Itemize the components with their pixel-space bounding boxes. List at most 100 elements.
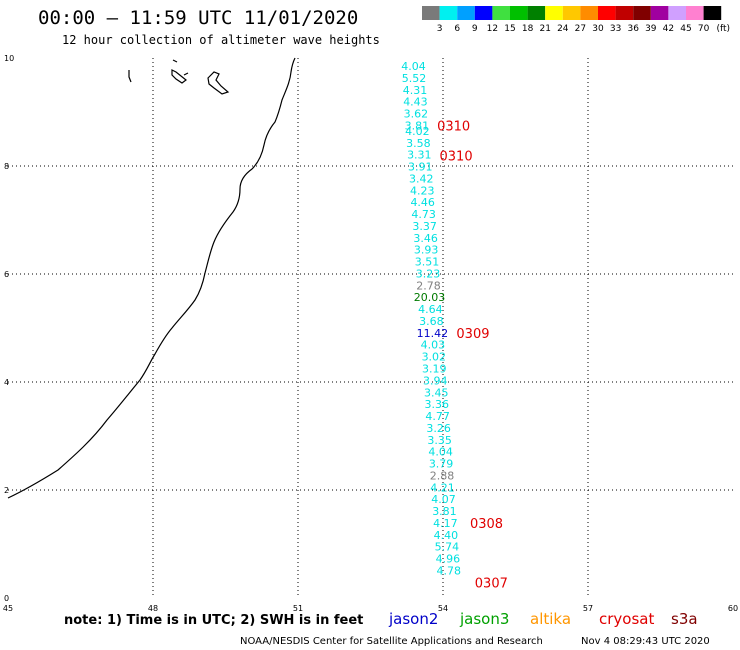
satellite-name: cryosat <box>599 610 654 628</box>
color-swatch <box>457 6 475 20</box>
satellite-name: jason2 <box>388 610 438 628</box>
y-tick-label: 8 <box>4 162 9 171</box>
coastline <box>7 57 296 499</box>
color-scale-label: 15 <box>504 24 515 34</box>
color-scale-label: 3 <box>437 24 443 34</box>
color-swatch <box>422 6 440 20</box>
color-scale-label: 39 <box>645 24 657 34</box>
wave-height-value: 3.19 <box>422 363 447 376</box>
wave-height-value: 2.88 <box>430 469 455 482</box>
wave-height-value: 3.91 <box>408 161 433 174</box>
y-tick-label: 0 <box>4 594 9 603</box>
color-scale-unit: (ft) <box>716 24 730 34</box>
wave-height-value: 3.94 <box>423 374 448 387</box>
color-scale-label: 70 <box>698 24 710 34</box>
color-scale-label: 6 <box>454 24 460 34</box>
wave-height-labels: 4.04 5.524.314.433.623.814.023.583.313.91… <box>401 60 461 577</box>
color-swatch <box>615 6 634 20</box>
color-scale-label: 30 <box>592 24 604 34</box>
x-tick-label: 60 <box>728 604 738 613</box>
color-swatch <box>527 6 546 20</box>
wave-height-value: 4.04 <box>428 446 453 459</box>
wave-height-value: 4.43 <box>403 96 428 109</box>
x-tick-label: 54 <box>438 604 448 613</box>
wave-height-value: 3.62 <box>404 108 429 121</box>
wave-height-value: 4.23 <box>410 184 435 197</box>
wave-height-value: 4.31 <box>403 84 428 97</box>
pass-time-stamp: 0307 <box>475 576 508 591</box>
pass-time-stamp: 0309 <box>456 327 489 342</box>
x-tick-label: 45 <box>3 604 13 613</box>
wave-height-value: 4.77 <box>425 410 450 423</box>
wave-height-value: 4.21 <box>430 481 455 494</box>
satellite-name: altika <box>530 610 571 628</box>
wave-height-value: 4.40 <box>434 529 459 542</box>
map-subtitle: 12 hour collection of altimeter wave hei… <box>62 33 380 47</box>
generated-timestamp: Nov 4 08:29:43 UTC 2020 <box>581 636 710 647</box>
map-title: 00:00 – 11:59 UTC 11/01/2020 <box>38 7 358 29</box>
color-swatch <box>668 6 686 20</box>
color-swatch <box>580 6 598 20</box>
color-swatch <box>510 6 528 20</box>
color-swatch <box>474 6 493 20</box>
wave-height-value: 2.78 <box>416 279 441 292</box>
wave-height-value: 3.36 <box>424 398 449 411</box>
x-tick-label: 57 <box>583 604 593 613</box>
credit-line: NOAA/NESDIS Center for Satellite Applica… <box>240 636 543 647</box>
color-swatch <box>439 6 458 20</box>
color-swatch <box>633 6 651 20</box>
satellite-legend: jason2 jason3 altika cryosat s3a <box>388 610 698 628</box>
wave-height-value: 3.93 <box>414 244 439 257</box>
pass-time-stamp: 0310 <box>440 150 473 165</box>
wave-height-value: 3.79 <box>429 458 454 471</box>
y-tick-label: 10 <box>4 54 14 63</box>
wave-height-value: 3.02 <box>422 351 447 364</box>
wave-height-value: 3.26 <box>426 422 451 435</box>
color-scale-label: 9 <box>472 24 478 34</box>
satellite-name: jason3 <box>459 610 509 628</box>
wave-height-value: 3.42 <box>409 172 434 185</box>
wave-height-value: 3.45 <box>424 386 449 399</box>
wave-height-value: 20.03 <box>414 291 446 304</box>
color-scale-label: 12 <box>487 24 498 34</box>
wave-height-value: 5.52 <box>402 72 427 85</box>
color-scale-label: 24 <box>557 24 569 34</box>
y-tick-label: 2 <box>4 486 9 495</box>
wave-height-value: 3.81 <box>405 120 430 133</box>
footer-note: note: 1) Time is in UTC; 2) SWH is in fe… <box>64 613 363 628</box>
color-swatch <box>492 6 510 20</box>
wave-height-value: 4.64 <box>418 303 443 316</box>
wave-height-value: 3.23 <box>416 267 441 280</box>
wave-height-value: 3.51 <box>415 256 440 269</box>
color-scale-legend: 3 6 9 12 15 18 21 24 27 30 33 36 39 42 45 70 (ft) <box>422 6 730 34</box>
color-scale-label: 33 <box>610 24 621 34</box>
color-swatch <box>545 6 563 20</box>
color-swatch <box>703 6 722 20</box>
wave-height-value: 3.31 <box>407 149 432 162</box>
color-scale-label: 36 <box>627 24 639 34</box>
wave-height-value: 3.37 <box>412 220 437 233</box>
color-swatch <box>598 6 616 20</box>
wave-height-value: 4.78 <box>437 564 462 577</box>
wave-height-value: 3.46 <box>413 232 438 245</box>
wave-height-value: 4.07 <box>431 493 456 506</box>
x-axis-ticks: 45 48 51 54 57 60 <box>3 604 738 613</box>
wave-height-value: 4.17 <box>433 517 458 530</box>
wave-height-value: 4.46 <box>410 196 435 209</box>
lat-lon-grid <box>8 58 733 598</box>
wave-height-value: 4.02 <box>405 125 430 138</box>
pass-time-stamp: 0310 <box>437 120 470 135</box>
color-scale-label: 42 <box>663 24 674 34</box>
y-tick-label: 4 <box>4 378 9 387</box>
color-scale-label: 45 <box>680 24 691 34</box>
color-scale-label: 21 <box>539 24 550 34</box>
wave-height-value: 3.68 <box>419 315 444 328</box>
y-axis-ticks: 0 2 4 6 8 10 <box>4 54 14 603</box>
wave-height-value: 4.03 <box>421 339 446 352</box>
y-tick-label: 6 <box>4 270 9 279</box>
color-scale-label: 27 <box>575 24 586 34</box>
wave-height-value: 3.58 <box>406 137 431 150</box>
wave-height-value: 4.73 <box>411 208 436 221</box>
wave-height-value: 4.96 <box>436 553 461 566</box>
